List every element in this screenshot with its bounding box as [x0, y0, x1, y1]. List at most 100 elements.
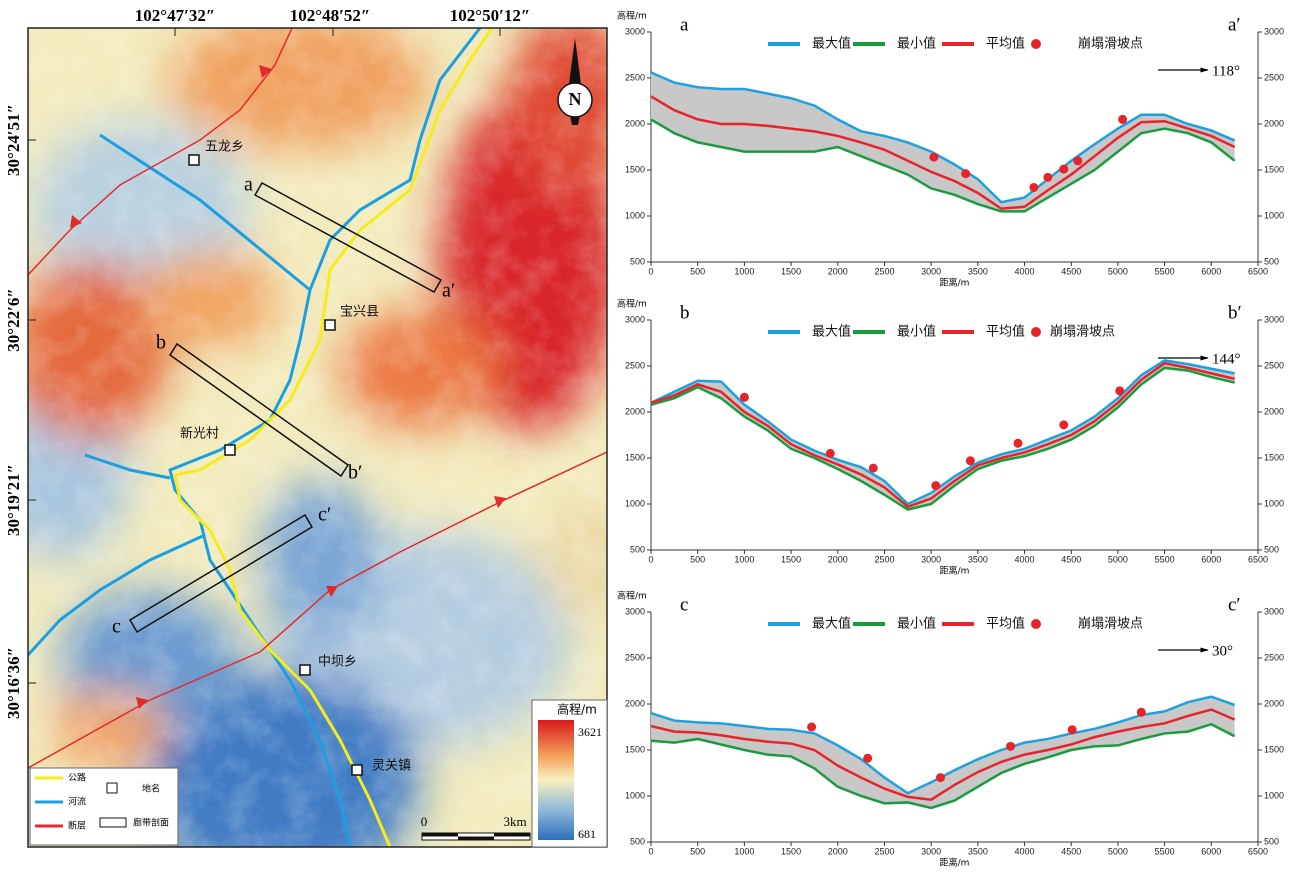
x-tick-label: 3500 — [968, 846, 988, 856]
x-tick-label: 1000 — [734, 266, 754, 276]
landslide-point — [826, 449, 835, 458]
latitude-label: 30°22′6″ — [4, 288, 23, 351]
landslide-point — [1115, 386, 1124, 395]
x-tick-label: 0 — [648, 554, 653, 564]
profile-label: c′ — [318, 504, 331, 526]
x-tick-label: 1500 — [781, 266, 801, 276]
legend-label: 崩塌滑坡点 — [1078, 37, 1143, 52]
y-tick-label: 2500 — [625, 72, 645, 82]
x-tick-label: 5500 — [1155, 554, 1175, 564]
landslide-point — [807, 723, 816, 732]
landslide-point — [869, 464, 878, 473]
profile-label: b — [156, 332, 166, 354]
landslide-point — [1137, 708, 1146, 717]
latitude-label: 30°24′51″ — [4, 104, 23, 176]
x-tick-label: 500 — [690, 554, 705, 564]
y2-tick-label: 1500 — [1264, 452, 1284, 462]
landslide-point — [1043, 173, 1052, 182]
x-tick-label: 3000 — [921, 266, 941, 276]
y-tick-label: 1000 — [625, 790, 645, 800]
x-tick-label: 1000 — [734, 846, 754, 856]
x-tick-label: 5000 — [1108, 554, 1128, 564]
legend-label: 平均值 — [986, 324, 1025, 340]
scale-label: 3km — [503, 814, 526, 829]
profile-start-label: c — [680, 594, 688, 615]
profile-line — [651, 360, 1235, 504]
x-tick-label: 500 — [690, 846, 705, 856]
x-tick-label: 6500 — [1248, 846, 1268, 856]
map-legend: 公路 河流 断层 地名 廊带剖面 — [30, 768, 178, 845]
x-tick-label: 3500 — [968, 266, 988, 276]
y2-tick-label: 1000 — [1264, 790, 1284, 800]
landslide-point — [961, 169, 970, 178]
legend-label: 断层 — [68, 820, 86, 832]
legend-label: 地名 — [142, 783, 160, 795]
x-tick-label: 5000 — [1108, 846, 1128, 856]
legend-label: 崩塌滑坡点 — [1050, 325, 1115, 340]
x-axis-label: 距离/m — [940, 565, 970, 577]
profile-end-label: b′ — [1228, 302, 1242, 323]
x-tick-label: 1500 — [781, 554, 801, 564]
profile-label: c — [112, 616, 121, 638]
x-tick-label: 5500 — [1155, 846, 1175, 856]
legend-label: 崩塌滑坡点 — [1078, 617, 1143, 632]
profile-end-label: c′ — [1228, 594, 1241, 615]
y-axis-label: 高程/m — [617, 590, 647, 602]
y2-tick-label: 500 — [1264, 256, 1279, 266]
y2-tick-label: 2000 — [1264, 698, 1284, 708]
y-axis-label: 高程/m — [617, 298, 647, 310]
profile-label: b′ — [348, 462, 362, 484]
range-band — [651, 360, 1235, 509]
direction-label: 144° — [1212, 351, 1241, 367]
x-tick-label: 6500 — [1248, 554, 1268, 564]
x-tick-label: 4500 — [1061, 846, 1081, 856]
legend-label: 最大值 — [812, 616, 851, 632]
y2-tick-label: 3000 — [1264, 26, 1284, 36]
profile-start-label: b — [680, 302, 690, 323]
legend-marker — [1031, 619, 1041, 629]
legend-marker — [1031, 327, 1041, 337]
x-tick-label: 0 — [648, 846, 653, 856]
y2-tick-label: 3000 — [1264, 606, 1284, 616]
x-tick-label: 6500 — [1248, 266, 1268, 276]
legend-label: 最小值 — [897, 324, 936, 340]
legend-marker — [1031, 39, 1041, 49]
y2-tick-label: 2500 — [1264, 72, 1284, 82]
y2-tick-label: 1500 — [1264, 744, 1284, 754]
north-label: N — [569, 89, 582, 109]
y-tick-label: 1000 — [625, 210, 645, 220]
legend-label: 廊带剖面 — [133, 817, 169, 829]
x-tick-label: 6000 — [1201, 846, 1221, 856]
x-tick-label: 4000 — [1015, 554, 1035, 564]
longitude-label: 102°48′52″ — [290, 6, 370, 25]
y-tick-label: 2000 — [625, 406, 645, 416]
x-tick-label: 2500 — [874, 846, 894, 856]
landslide-point — [863, 754, 872, 763]
x-tick-label: 1500 — [781, 846, 801, 856]
x-tick-label: 1000 — [734, 554, 754, 564]
y2-tick-label: 1500 — [1264, 164, 1284, 174]
y-tick-label: 1500 — [625, 744, 645, 754]
landslide-point — [936, 773, 945, 782]
y-tick-label: 2000 — [625, 118, 645, 128]
y2-tick-label: 1000 — [1264, 498, 1284, 508]
legend-label: 最大值 — [812, 36, 851, 52]
landslide-point — [1073, 156, 1082, 165]
y2-tick-label: 2000 — [1264, 406, 1284, 416]
y-tick-label: 500 — [630, 256, 645, 266]
landslide-point — [1014, 439, 1023, 448]
x-tick-label: 2500 — [874, 554, 894, 564]
y-tick-label: 3000 — [625, 314, 645, 324]
x-tick-label: 5000 — [1108, 266, 1128, 276]
landslide-point — [1118, 115, 1127, 124]
place-label: 宝兴县 — [340, 305, 379, 320]
legend-label: 最小值 — [897, 616, 936, 632]
x-tick-label: 4500 — [1061, 266, 1081, 276]
landslide-point — [931, 481, 940, 490]
x-tick-label: 6000 — [1201, 266, 1221, 276]
landslide-point — [1059, 420, 1068, 429]
y-tick-label: 2000 — [625, 698, 645, 708]
y-tick-label: 500 — [630, 836, 645, 846]
x-tick-label: 2000 — [828, 846, 848, 856]
x-tick-label: 3500 — [968, 554, 988, 564]
